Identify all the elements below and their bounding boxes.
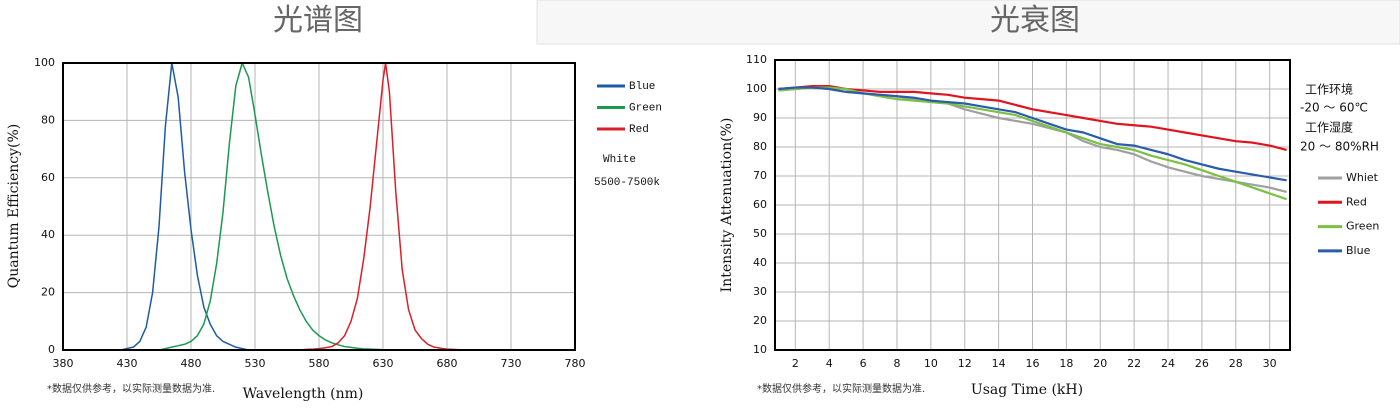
y-tick-label: 100 xyxy=(34,56,55,69)
y-tick-label: 60 xyxy=(41,171,55,184)
x-tick-label: 8 xyxy=(893,357,900,370)
x-tick-label: 430 xyxy=(117,357,138,370)
y-tick-label: 20 xyxy=(41,286,55,299)
chart-title: 光衰图 xyxy=(990,3,1080,38)
annotation: 工作环境 xyxy=(1305,82,1353,97)
annotation: 5500-7500k xyxy=(594,177,660,189)
x-tick-label: 680 xyxy=(437,357,458,370)
legend-label: Blue xyxy=(1346,244,1371,257)
legend-label: Green xyxy=(1346,220,1379,233)
y-tick-label: 40 xyxy=(753,256,767,269)
x-tick-label: 2 xyxy=(792,357,799,370)
footnote: *数据仅供参考，以实际测量数据为准. xyxy=(47,382,215,395)
x-tick-label: 14 xyxy=(992,357,1006,370)
x-tick-label: 16 xyxy=(1026,357,1040,370)
annotation: 工作湿度 xyxy=(1305,120,1353,135)
y-tick-label: 110 xyxy=(746,53,767,66)
plot-border xyxy=(774,59,1291,351)
y-tick-label: 90 xyxy=(753,111,767,124)
series-line xyxy=(778,85,1287,151)
y-tick-label: 80 xyxy=(41,113,55,126)
y-axis-title: Quantum Efficiency(%) xyxy=(6,124,22,288)
x-tick-label: 28 xyxy=(1229,357,1243,370)
y-tick-label: 0 xyxy=(48,343,55,356)
chart-title: 光谱图 xyxy=(273,3,363,38)
x-tick-label: 12 xyxy=(958,357,972,370)
y-tick-label: 60 xyxy=(753,198,767,211)
x-tick-label: 730 xyxy=(501,357,522,370)
x-tick-label: 4 xyxy=(826,357,833,370)
x-tick-label: 10 xyxy=(924,357,938,370)
y-tick-label: 30 xyxy=(753,285,767,298)
y-axis-title: Intensity Attenuation(%) xyxy=(719,118,735,293)
annotation: -20 ～ 60℃ xyxy=(1300,101,1368,115)
x-axis-title: Usag Time (kH) xyxy=(971,382,1083,398)
x-tick-label: 380 xyxy=(53,357,74,370)
legend-label: Green xyxy=(629,102,662,114)
series-line xyxy=(63,62,479,351)
x-tick-label: 22 xyxy=(1127,357,1141,370)
x-tick-label: 580 xyxy=(309,357,330,370)
y-tick-label: 80 xyxy=(753,140,767,153)
y-tick-label: 20 xyxy=(753,314,767,327)
x-tick-label: 780 xyxy=(565,357,586,370)
x-tick-label: 480 xyxy=(181,357,202,370)
header-band xyxy=(536,0,1400,45)
x-tick-label: 26 xyxy=(1195,357,1209,370)
x-tick-label: 24 xyxy=(1161,357,1175,370)
x-tick-label: 20 xyxy=(1093,357,1107,370)
annotation: White xyxy=(603,154,636,166)
plot-border xyxy=(62,62,576,351)
y-tick-label: 50 xyxy=(753,227,767,240)
x-tick-label: 18 xyxy=(1059,357,1073,370)
x-tick-label: 530 xyxy=(245,357,266,370)
y-tick-label: 70 xyxy=(753,169,767,182)
y-tick-label: 10 xyxy=(753,343,767,356)
annotation: 20 ～ 80%RH xyxy=(1300,140,1379,154)
x-axis-title: Wavelength (nm) xyxy=(243,386,364,402)
legend-label: Red xyxy=(1346,195,1367,208)
footnote: *数据仅供参考，以实际测量数据为准. xyxy=(757,382,925,395)
legend-label: Whiet xyxy=(1346,171,1379,184)
legend-label: Blue xyxy=(629,81,655,93)
x-tick-label: 30 xyxy=(1263,357,1277,370)
x-tick-label: 630 xyxy=(373,357,394,370)
y-tick-label: 100 xyxy=(746,82,767,95)
legend-label: Red xyxy=(629,124,649,136)
x-tick-label: 6 xyxy=(860,357,867,370)
y-tick-label: 40 xyxy=(41,228,55,241)
series-line xyxy=(778,86,1287,182)
